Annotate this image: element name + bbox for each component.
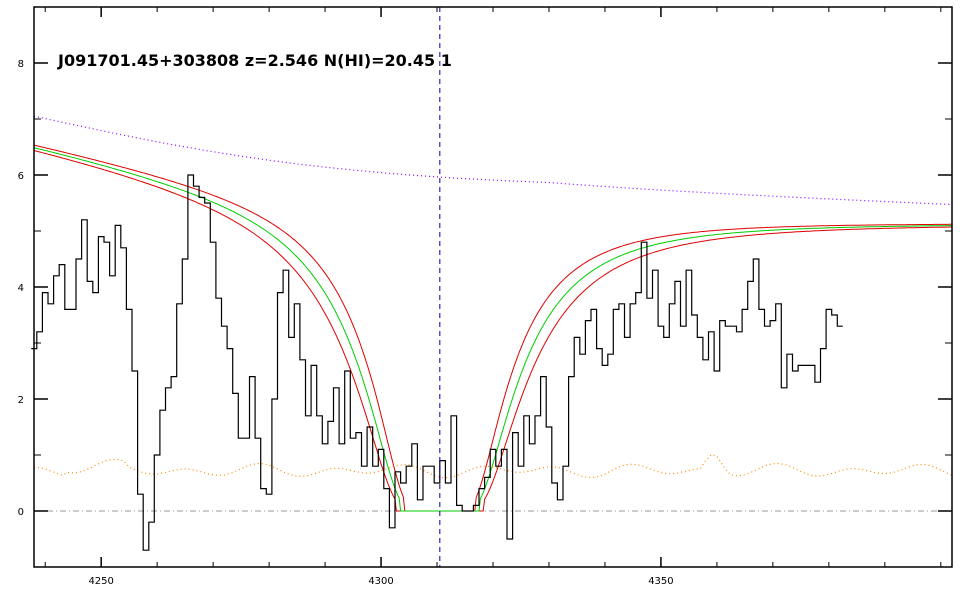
axes-layer: 4250 4300 4350 0 2 4 6 8 xyxy=(18,6,952,587)
lines-layer xyxy=(31,7,953,567)
error-spectrum xyxy=(33,453,953,479)
continuum-line xyxy=(33,115,953,206)
y-tick-label: 6 xyxy=(18,171,24,182)
x-tick-label: 4250 xyxy=(88,576,113,587)
x-tick-label: 4350 xyxy=(648,576,673,587)
flux-spectrum xyxy=(31,174,843,551)
chart-title: J091701.45+303808 z=2.546 N(HI)=20.45 1 xyxy=(57,51,452,70)
y-tick-label: 2 xyxy=(18,395,24,406)
y-tick-label: 4 xyxy=(18,283,24,294)
model-upper-bound xyxy=(33,144,952,512)
x-tick-label: 4300 xyxy=(368,576,393,587)
model-best-fit xyxy=(33,147,952,512)
y-tick-label: 8 xyxy=(18,59,24,70)
model-lower-bound xyxy=(33,150,952,512)
plot-frame xyxy=(33,6,953,568)
y-tick-label: 0 xyxy=(18,507,24,518)
